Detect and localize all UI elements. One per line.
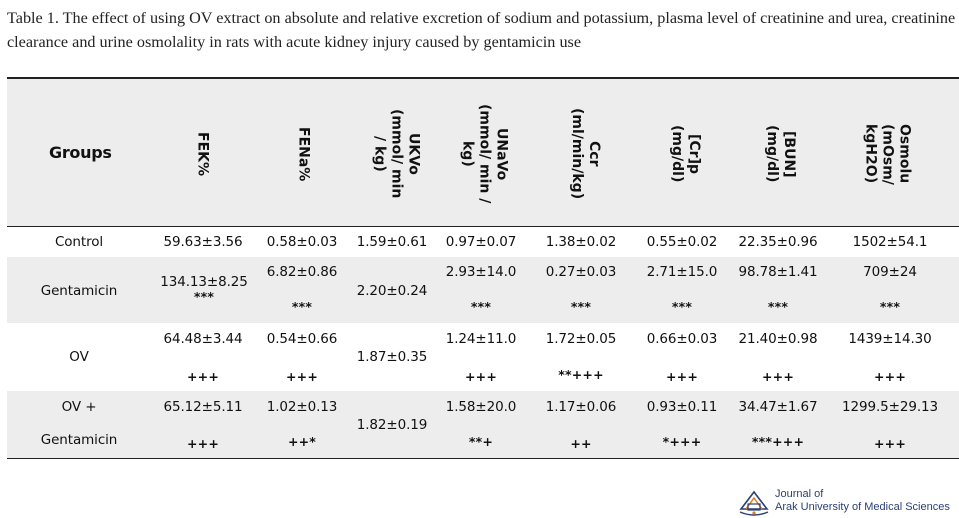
- table-cell: 1.24±11.0: [445, 331, 517, 347]
- significance-mark: ***: [193, 289, 215, 304]
- results-table: Groups FEK% FENa% UKVo (mmol/ min / kg) …: [7, 77, 959, 459]
- header-crp: [Cr]p (mg/dl): [669, 125, 702, 183]
- groups-header: Groups: [49, 143, 112, 162]
- table-cell: 65.12±5.11: [163, 399, 243, 415]
- group-ov: OV: [69, 349, 89, 365]
- table-cell: 2.20±0.24: [356, 283, 428, 299]
- significance-mark: ++*: [287, 434, 317, 449]
- table-cell: 1.87±0.35: [356, 349, 428, 365]
- table-cell: 1.82±0.19: [356, 417, 428, 433]
- significance-mark: ***: [570, 299, 592, 314]
- table-cell: 1439±14.30: [848, 331, 932, 347]
- significance-mark: +++: [665, 369, 699, 384]
- table-header-row: [7, 77, 959, 227]
- table-cell: 0.54±0.66: [266, 331, 338, 347]
- header-fek: FEK%: [194, 131, 211, 176]
- table-cell: 2.71±15.0: [646, 264, 718, 280]
- significance-mark: ***+++: [751, 434, 805, 449]
- significance-mark: **+++: [558, 367, 604, 382]
- table-cell: 134.13±8.25: [160, 274, 248, 290]
- table-caption: Table 1. The effect of using OV extract …: [7, 9, 956, 51]
- group-ov-gentamicin-line1: OV +: [61, 399, 97, 415]
- significance-mark: +++: [285, 369, 319, 384]
- header-ukvo: UKVo (mmol/ min / kg): [371, 109, 422, 199]
- table-cell: 0.93±0.11: [646, 399, 718, 415]
- table-cell: 59.63±3.56: [163, 234, 243, 250]
- table-cell: 1.59±0.61: [356, 234, 428, 250]
- logo-journal-of: Journal of: [775, 488, 824, 500]
- table-cell: 6.82±0.86: [266, 264, 338, 280]
- table-cell: 21.40±0.98: [738, 331, 818, 347]
- journal-logo: Journal of Arak University of Medical Sc…: [737, 487, 957, 517]
- group-control: Control: [54, 234, 104, 250]
- table-cell: 2.93±14.0: [445, 264, 517, 280]
- row-band-gentamicin: [7, 257, 959, 323]
- significance-mark: +++: [186, 436, 220, 451]
- table-cell: 34.47±1.67: [738, 399, 818, 415]
- significance-mark: +++: [873, 369, 907, 384]
- table-cell: 1.17±0.06: [545, 399, 617, 415]
- table-cell: 0.97±0.07: [445, 234, 517, 250]
- significance-mark: ***: [671, 299, 693, 314]
- table-cell: 0.58±0.03: [266, 234, 338, 250]
- significance-mark: *+++: [662, 434, 702, 449]
- logo-university-name: Arak University of Medical Sciences: [775, 501, 950, 513]
- significance-mark: +++: [761, 369, 795, 384]
- table-cell: 709±24: [863, 264, 917, 280]
- header-ccr: Ccr (ml/min/kg): [569, 108, 602, 200]
- group-ov-gentamicin-line2: Gentamicin: [40, 432, 118, 448]
- significance-mark: +++: [186, 369, 220, 384]
- table-cell: 64.48±3.44: [163, 331, 243, 347]
- table-cell: 1.58±20.0: [445, 399, 517, 415]
- significance-mark: ***: [767, 299, 789, 314]
- header-osmolu: Osmolu (mOsm/ kgH2O): [862, 123, 913, 185]
- group-gentamicin: Gentamicin: [40, 283, 118, 299]
- table-cell: 1.02±0.13: [266, 399, 338, 415]
- significance-mark: +++: [464, 369, 498, 384]
- significance-mark: +++: [873, 436, 907, 451]
- significance-mark: ***: [291, 299, 313, 314]
- header-fena: FENa%: [295, 126, 312, 182]
- table-bottom-rule: [7, 458, 959, 459]
- header-unavo: UNaVo (mmol/ min / kg): [459, 104, 510, 204]
- header-bun: [BUN] (mg/dl): [764, 125, 797, 183]
- significance-mark: ++: [570, 436, 592, 451]
- row-band-ov-gentamicin: [7, 391, 959, 458]
- table-cell: 0.27±0.03: [545, 264, 617, 280]
- table-cell: 98.78±1.41: [738, 264, 818, 280]
- journal-emblem-icon: [739, 490, 769, 516]
- significance-mark: ***: [879, 299, 901, 314]
- table-cell: 1299.5±29.13: [842, 399, 938, 415]
- table-cell: 1502±54.1: [852, 234, 928, 250]
- table-cell: 22.35±0.96: [738, 234, 818, 250]
- table-cell: 1.72±0.05: [545, 331, 617, 347]
- table-cell: 1.38±0.02: [545, 234, 617, 250]
- significance-mark: **+: [468, 434, 494, 449]
- table-cell: 0.55±0.02: [646, 234, 718, 250]
- significance-mark: ***: [470, 299, 492, 314]
- table-cell: 0.66±0.03: [646, 331, 718, 347]
